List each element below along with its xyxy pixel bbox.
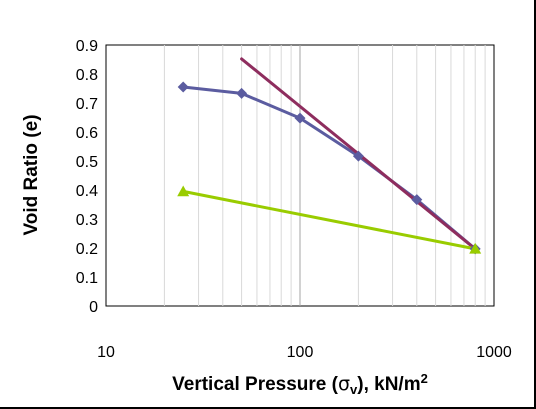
data-point-diamond <box>177 81 189 93</box>
x-tick-label: 10 <box>97 344 115 361</box>
gridlines <box>163 45 486 306</box>
markers-group <box>177 81 482 255</box>
data-point-triangle <box>469 242 482 254</box>
series-line-3 <box>181 189 477 251</box>
data-point-diamond <box>411 194 423 206</box>
y-tick-label: 0.9 <box>76 38 98 55</box>
y-tick-label: 0 <box>89 299 98 316</box>
y-axis-title: Void Ratio (e) <box>21 114 42 235</box>
data-point-diamond <box>352 150 364 162</box>
data-point-diamond <box>294 112 306 124</box>
y-tick-label: 0.8 <box>76 67 98 84</box>
data-point-triangle <box>177 185 190 197</box>
data-point-diamond <box>236 87 248 99</box>
x-tick-label: 1000 <box>476 344 512 361</box>
y-tick-label: 0.7 <box>76 96 98 113</box>
x-axis-title: Vertical Pressure (σv), kN/m2 <box>172 371 428 397</box>
y-tick-label: 0.5 <box>76 154 98 171</box>
y-tick-label: 0.1 <box>76 270 98 287</box>
y-tick-label: 0.2 <box>76 241 98 258</box>
y-tick-label: 0.3 <box>76 212 98 229</box>
y-tick-label: 0.4 <box>76 183 98 200</box>
x-tick-label: 100 <box>287 344 314 361</box>
x-tick-labels: 10 100 1000 <box>97 344 512 361</box>
y-tick-label: 0.6 <box>76 125 98 142</box>
y-tick-labels: 0 0.1 0.2 0.3 0.4 0.5 0.6 0.7 0.8 0.9 <box>76 38 98 316</box>
